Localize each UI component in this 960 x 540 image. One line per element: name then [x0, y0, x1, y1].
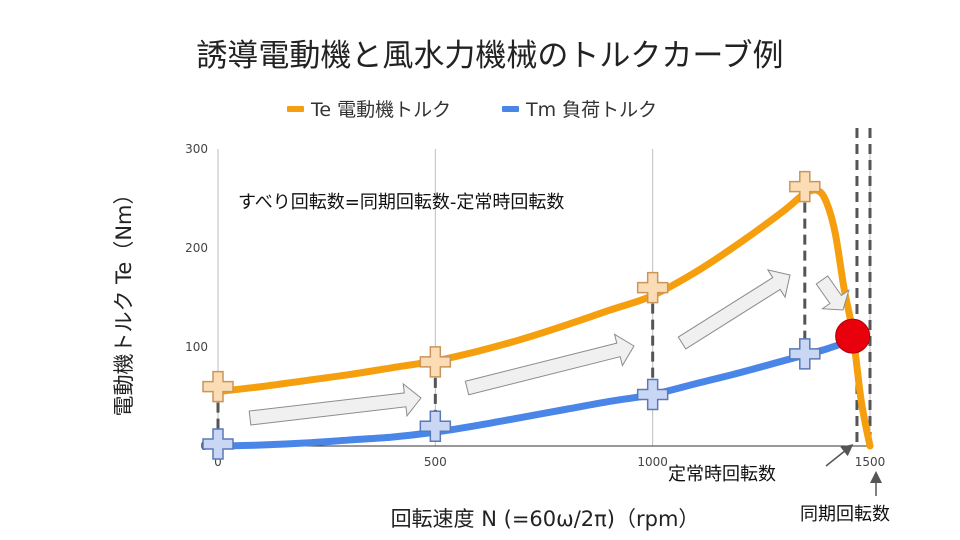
legend-label-te: Te 電動機トルク: [310, 99, 451, 121]
x-tick-label: 1500: [855, 455, 886, 469]
x-axis-label: 回転速度 N (=60ω/2π)（rpm）: [391, 507, 700, 531]
te-operating-marker-1: [419, 346, 452, 378]
y-axis-label: 電動機トルク Te（Nm）: [112, 183, 136, 416]
y-tick-label: 100: [185, 340, 208, 354]
progress-arrow-3: [815, 275, 850, 311]
x-tick-label: 1000: [637, 455, 668, 469]
te-operating-marker-3: [789, 170, 821, 203]
progress-arrow-2: [677, 269, 791, 350]
x-tick-label: 500: [424, 455, 447, 469]
arrow-layer: [248, 269, 850, 426]
slip-annotation: すべり回転数=同期回転数-定常時回転数: [238, 192, 564, 213]
tm-operating-marker-0: [202, 428, 234, 460]
tm-operating-marker-1: [419, 410, 452, 442]
sync-speed-label: 同期回転数: [800, 504, 890, 525]
series-layer: [214, 186, 874, 450]
te-operating-marker-0: [202, 370, 234, 403]
callout-arrows: [825, 444, 882, 496]
series-te-line: [214, 186, 874, 450]
progress-arrow-1: [464, 333, 635, 396]
tm-operating-marker-2: [636, 378, 669, 411]
steady-speed-label: 定常時回転数: [668, 464, 776, 485]
marker-layer: [202, 170, 871, 460]
y-tick-label: 200: [185, 241, 208, 255]
series-tm-line: [214, 334, 861, 450]
tm-operating-marker-3: [789, 338, 821, 370]
progress-arrow-0: [248, 382, 422, 426]
y-tick-label: 300: [185, 142, 208, 156]
steady-state-point: [835, 318, 871, 354]
steady-speed-pointer: [825, 444, 854, 467]
legend-swatch-tm: [502, 106, 519, 112]
chart-title: 誘導電動機と風水力機械のトルクカーブ例: [196, 38, 783, 74]
x-axis: 0 500 1000 1500: [214, 445, 886, 469]
x-tick-label: 0: [214, 455, 222, 469]
legend-swatch-te: [287, 106, 304, 112]
legend-label-tm: Tm 負荷トルク: [525, 99, 657, 121]
te-operating-marker-2: [636, 271, 669, 304]
legend: Te 電動機トルク Tm 負荷トルク: [287, 99, 657, 121]
